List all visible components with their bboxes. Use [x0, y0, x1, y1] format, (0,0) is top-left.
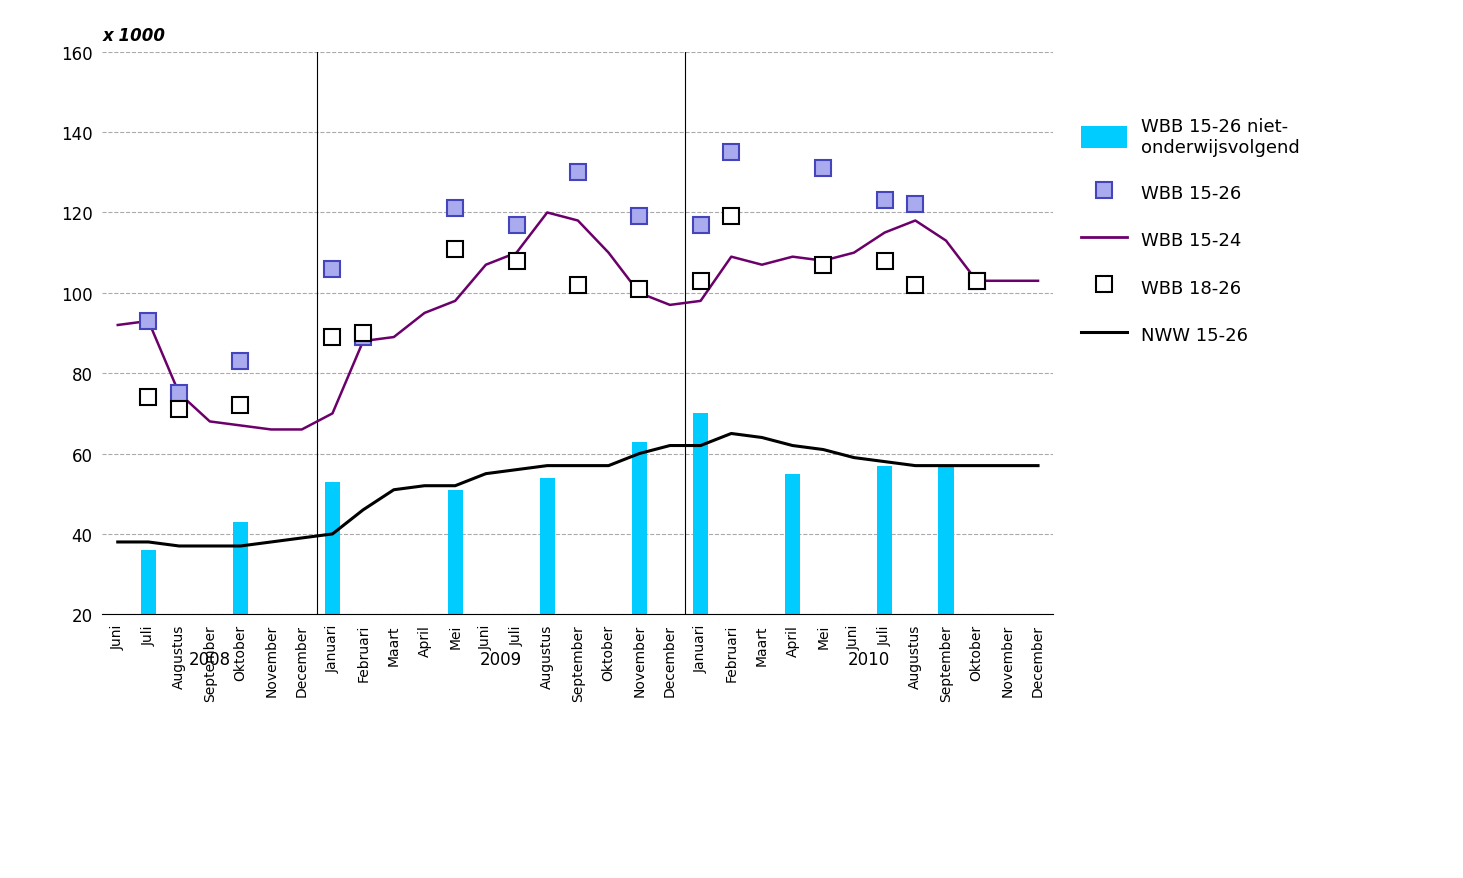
Legend: WBB 15-26 niet-
onderwijsvolgend, WBB 15-26, WBB 15-24, WBB 18-26, NWW 15-26: WBB 15-26 niet- onderwijsvolgend, WBB 15… [1081, 118, 1299, 346]
Text: 2008: 2008 [189, 651, 231, 669]
Bar [632, 442, 647, 615]
Text: 2010: 2010 [849, 651, 891, 669]
Text: 2009: 2009 [480, 651, 522, 669]
Bar [938, 466, 954, 615]
Bar [233, 522, 249, 615]
Bar [325, 482, 339, 615]
Bar [448, 490, 462, 615]
Bar [693, 414, 708, 615]
Bar [140, 551, 157, 615]
Bar [540, 479, 554, 615]
Bar [786, 474, 800, 615]
Text: x 1000: x 1000 [102, 26, 165, 45]
Bar [876, 466, 892, 615]
